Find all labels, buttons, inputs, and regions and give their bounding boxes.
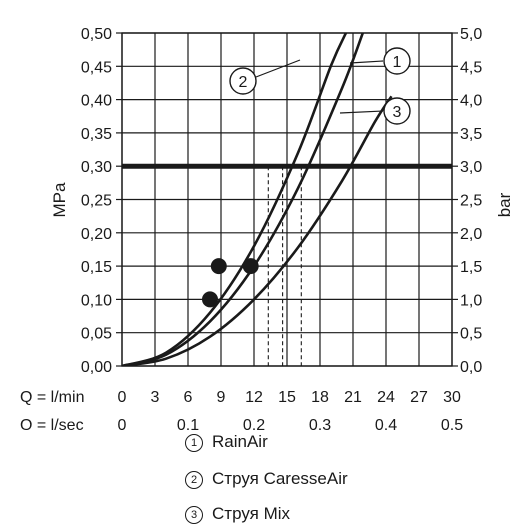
y-tick-label-right: 5,0 <box>460 26 482 43</box>
callout-leader-3 <box>339 110 384 114</box>
y-tick-label-right: 1,5 <box>460 259 482 276</box>
y-tick-label-right: 2,0 <box>460 226 482 243</box>
x-tick-label: 0,5 <box>441 417 463 430</box>
legend-item-2: 2 Струя CaresseAir <box>185 469 348 489</box>
y-tick-label-left: 0,20 <box>81 226 112 243</box>
legend-marker-1: 1 <box>185 434 203 452</box>
x-tick-label: 0,2 <box>243 417 265 430</box>
legend-marker-2: 2 <box>185 471 203 489</box>
x-tick-label: 30 <box>443 389 461 406</box>
callout-circle-1 <box>383 47 411 75</box>
y-tick-label-left: 0,05 <box>81 326 112 343</box>
series-layer <box>122 33 393 366</box>
y-tick-label-left: 0,30 <box>81 159 112 176</box>
legend-marker-3: 3 <box>185 506 203 524</box>
x-tick-label: 24 <box>377 389 395 406</box>
legend-item-3: 3 Струя Mix <box>185 504 290 524</box>
callout-label-3: 3 <box>393 104 402 121</box>
legend-label-1: RainAir <box>212 432 268 451</box>
legend-item-1: 1 RainAir <box>185 432 268 452</box>
x-tick-label: 0 <box>118 389 127 406</box>
callout-circle-2 <box>229 67 257 95</box>
y-tick-label-right: 2,5 <box>460 193 482 210</box>
x-axis-label-1: Q = l/min <box>20 389 84 406</box>
series-callouts: 1 2 3 <box>229 47 411 125</box>
series-line-2 <box>122 33 348 366</box>
y-tick-label-left: 0,35 <box>81 126 112 143</box>
x-tick-label: 21 <box>344 389 362 406</box>
callout-circle-3 <box>383 97 411 125</box>
x-tick-label: 9 <box>217 389 226 406</box>
y-tick-label-right: 1,0 <box>460 292 482 309</box>
operating-point-2 <box>202 291 218 308</box>
x-tick-label: 18 <box>311 389 329 406</box>
y-tick-label-right: 3,0 <box>460 159 482 176</box>
callout-leader-1 <box>349 60 384 64</box>
legend-label-2: Струя CaresseAir <box>212 469 348 488</box>
y-tick-label-left: 0,00 <box>81 359 112 376</box>
y-axis-label-left: MPa <box>50 182 69 218</box>
pressure-flow-chart: 123 0,00 0,00,05 0,50,10 1,00,15 1,50,20 2,00… <box>20 26 514 430</box>
callout-leader-2 <box>255 59 301 78</box>
callout-label-2: 2 <box>239 74 248 91</box>
y-tick-label-left: 0,25 <box>81 193 112 210</box>
y-tick-label-left: 0,15 <box>81 259 112 276</box>
y-tick-label-left: 0,10 <box>81 292 112 309</box>
x-tick-label: 0,3 <box>309 417 331 430</box>
grid <box>121 32 453 367</box>
callout-label-1: 1 <box>393 54 402 71</box>
series-line-1 <box>122 33 365 366</box>
y-tick-label-right: 0,0 <box>460 359 482 376</box>
x-tick-label: 0,1 <box>177 417 199 430</box>
y-axis-label-right: bar <box>495 192 514 217</box>
y-tick-label-right: 4,0 <box>460 93 482 110</box>
y-tick-label-left: 0,40 <box>81 93 112 110</box>
plot-frame <box>121 32 453 367</box>
operating-points <box>202 258 259 308</box>
x-tick-label: 0,4 <box>375 417 397 430</box>
y-tick-label-left: 0,45 <box>81 59 112 76</box>
y-tick-label-right: 3,5 <box>460 126 482 143</box>
y-tick-label-right: 4,5 <box>460 59 482 76</box>
operating-point-3 <box>242 258 259 275</box>
x-tick-label: 0 <box>118 417 127 430</box>
legend-label-3: Струя Mix <box>212 504 291 523</box>
x-tick-label: 12 <box>245 389 263 406</box>
x-tick-label: 3 <box>151 389 160 406</box>
series-line-3 <box>122 95 393 366</box>
operating-point-1 <box>210 258 227 275</box>
x-tick-label: 6 <box>184 389 193 406</box>
y-tick-label-left: 0,50 <box>81 26 112 43</box>
x-tick-label: 27 <box>410 389 428 406</box>
y-tick-label-right: 0,5 <box>460 326 482 343</box>
x-axis-label-2: Q = l/sec <box>20 417 84 430</box>
x-tick-label: 15 <box>278 389 296 406</box>
axes: 0,00 0,00,05 0,50,10 1,00,15 1,50,20 2,00,25 2… <box>20 26 482 430</box>
